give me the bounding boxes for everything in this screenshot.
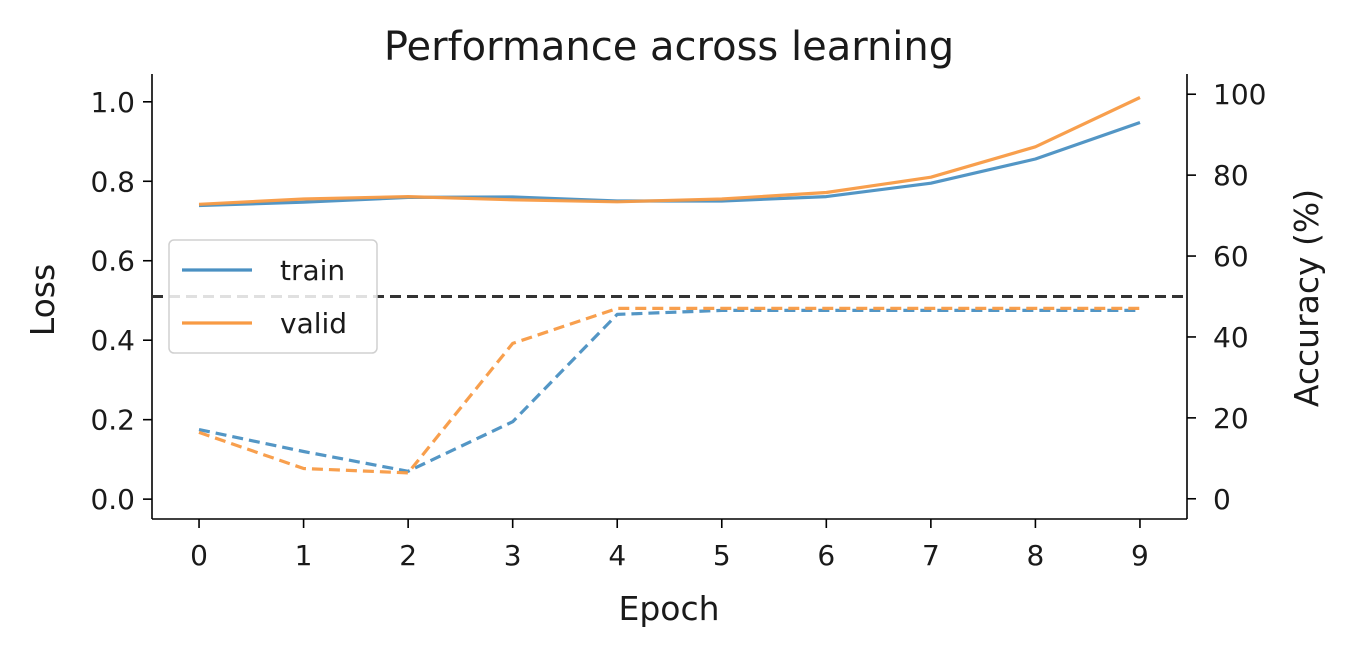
- legend: train valid: [168, 239, 378, 354]
- axes: 0 1 2 3 4 5 6 7 8 9 0.0 0.2 0.4 0.6 0.8 1.0 0 20 40 60 80 100: [90, 74, 1266, 572]
- valid-left-line: [198, 306, 1140, 475]
- y2-axis-label: Accuracy (%): [1287, 189, 1326, 407]
- x-tick-label: 1: [295, 539, 313, 572]
- legend-label-train: train: [280, 254, 345, 287]
- y2-tick-label: 40: [1213, 321, 1249, 354]
- y-tick-label: 0.2: [90, 404, 135, 437]
- y2-tick-label: 60: [1213, 240, 1249, 273]
- legend-label-valid: valid: [280, 307, 347, 340]
- legend-box: [168, 239, 378, 354]
- x-tick-label: 2: [399, 539, 417, 572]
- y-tick-label: 0.8: [90, 165, 135, 198]
- x-tick-label: 7: [922, 539, 940, 572]
- y2-tick-label: 0: [1213, 483, 1231, 516]
- x-tick-label: 9: [1131, 539, 1149, 572]
- y-tick-label: 1.0: [90, 86, 135, 119]
- x-tick-label: 8: [1026, 539, 1044, 572]
- x-tick-label: 6: [817, 539, 835, 572]
- y2-tick-label: 80: [1213, 159, 1249, 192]
- x-tick-label: 5: [713, 539, 731, 572]
- x-axis-label: Epoch: [618, 589, 719, 628]
- series-layer: [198, 96, 1141, 475]
- y2-tick-label: 100: [1213, 78, 1266, 111]
- train-left-line: [198, 308, 1140, 473]
- y-tick-label: 0.0: [90, 483, 135, 516]
- x-tick-label: 4: [608, 539, 626, 572]
- series-2-right-line: [198, 120, 1141, 208]
- y2-tick-label: 20: [1213, 402, 1249, 435]
- x-tick-label: 3: [504, 539, 522, 572]
- series-3-right-line: [198, 96, 1141, 206]
- x-tick-label: 0: [190, 539, 208, 572]
- y-tick-label: 0.6: [90, 245, 135, 278]
- y-axis-label: Loss: [23, 264, 62, 336]
- y-tick-label: 0.4: [90, 324, 135, 357]
- chart-title: Performance across learning: [384, 24, 954, 70]
